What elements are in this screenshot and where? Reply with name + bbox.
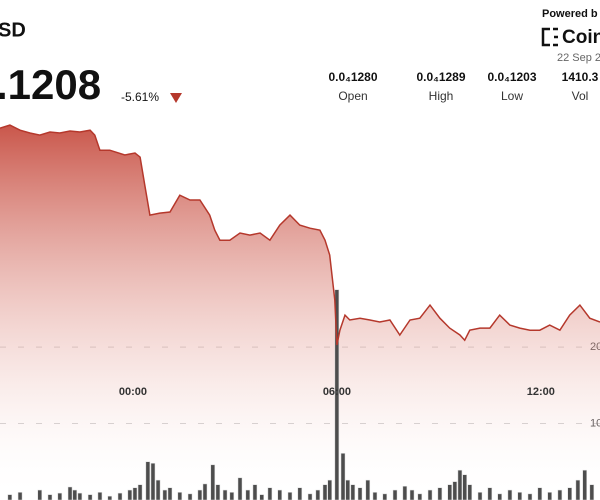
pair: SD xyxy=(0,19,26,41)
stat-label: High xyxy=(429,89,454,103)
volume-bar xyxy=(365,479,371,500)
volume-bar xyxy=(229,492,235,500)
volume-bar xyxy=(507,489,513,500)
volume-bar xyxy=(575,479,581,500)
volume-bar xyxy=(322,484,328,500)
volume-bar xyxy=(202,483,208,500)
volume-bar xyxy=(557,489,563,500)
volume-bar xyxy=(517,492,523,500)
volume-bar xyxy=(452,481,458,500)
area-fill xyxy=(0,125,600,500)
date: 22 Sep 20 xyxy=(557,52,600,64)
volume-bar xyxy=(327,479,332,500)
stat-value: 0.0₄1280 xyxy=(328,70,377,84)
volume-bar xyxy=(187,493,193,500)
volume-bar xyxy=(487,487,493,500)
volume-bar xyxy=(132,487,138,500)
volume-bar xyxy=(467,484,473,500)
volume-bar xyxy=(372,492,378,500)
volume-bar xyxy=(17,492,23,500)
volume-bar xyxy=(37,489,43,500)
price: .1208 xyxy=(0,61,101,108)
volume-bar xyxy=(417,493,423,500)
volume-bar xyxy=(447,484,452,500)
volume-bar xyxy=(527,493,533,500)
volume-bar xyxy=(409,489,415,500)
stat-value: 0.0₄1289 xyxy=(416,70,465,84)
volume-bar xyxy=(547,492,552,500)
volume-bar xyxy=(497,493,502,500)
volume-bar xyxy=(145,461,151,500)
volume-bar xyxy=(167,487,173,500)
volume-bar xyxy=(350,484,356,500)
volume-bar xyxy=(307,493,313,500)
volume-bar xyxy=(537,487,543,500)
volume-bar xyxy=(237,477,243,500)
stat-label: Low xyxy=(501,89,523,103)
price-line xyxy=(0,124,600,346)
volume-bar xyxy=(47,494,53,500)
volume-bar xyxy=(589,484,595,500)
stats: 0.0₄1280 Open 0.0₄1289 High 0.0₄1203 Low 1410.… xyxy=(328,70,598,103)
volume-bar xyxy=(582,469,587,500)
volume-bar xyxy=(155,479,161,500)
stat-value: 1410.3 xyxy=(562,70,599,84)
volume-bar xyxy=(245,489,251,500)
volume-bar xyxy=(457,469,463,500)
change: -5.61% xyxy=(121,90,159,104)
volume-bar xyxy=(402,485,408,500)
volume-bar xyxy=(197,489,203,500)
volume-bar xyxy=(427,489,433,500)
volume-bar xyxy=(7,494,13,500)
volume-bar xyxy=(315,489,321,500)
volume-bar xyxy=(177,492,183,500)
volume-bar xyxy=(357,487,363,500)
volume-bar xyxy=(77,492,83,500)
volume-bar xyxy=(87,494,93,500)
volume-bar xyxy=(287,492,293,500)
volume-bar xyxy=(477,492,483,500)
stat-label: Open xyxy=(338,89,367,103)
volume-bar xyxy=(107,495,113,500)
brand: Coin xyxy=(562,27,600,48)
volume-bar xyxy=(215,484,221,500)
stat-label: Vol xyxy=(572,89,589,103)
volume-bar xyxy=(97,492,103,500)
volume-bar xyxy=(382,493,388,500)
volume-bar xyxy=(259,494,265,500)
volume-bar xyxy=(117,492,123,500)
volume-bar xyxy=(392,489,398,500)
volume-bar xyxy=(297,487,303,500)
volume-bar xyxy=(72,489,78,500)
volume-bar xyxy=(340,453,346,500)
x-tick-label: 06:00 xyxy=(323,386,351,398)
volume-bar xyxy=(437,487,443,500)
volume-bar xyxy=(137,484,143,500)
volume-bar xyxy=(567,487,572,500)
volume-bar xyxy=(127,489,133,500)
down-arrow xyxy=(170,93,182,103)
logo-icon xyxy=(541,27,558,47)
volume-bar xyxy=(210,464,216,500)
volume-bar xyxy=(462,474,467,500)
x-tick-label: 00:00 xyxy=(119,386,147,398)
volume-bar xyxy=(345,479,351,500)
volume-bar xyxy=(267,487,273,500)
x-tick-label: 12:00 xyxy=(527,386,555,398)
volume-bar xyxy=(222,489,228,500)
volume-bar xyxy=(252,484,258,500)
volume-bar xyxy=(67,486,73,500)
powered-by: Powered b xyxy=(542,8,598,20)
volume-bar xyxy=(150,463,156,500)
volume-bar xyxy=(57,492,63,500)
volume-bar xyxy=(277,489,283,500)
volume-bar xyxy=(162,489,168,500)
stat-value: 0.0₄1203 xyxy=(487,70,536,84)
